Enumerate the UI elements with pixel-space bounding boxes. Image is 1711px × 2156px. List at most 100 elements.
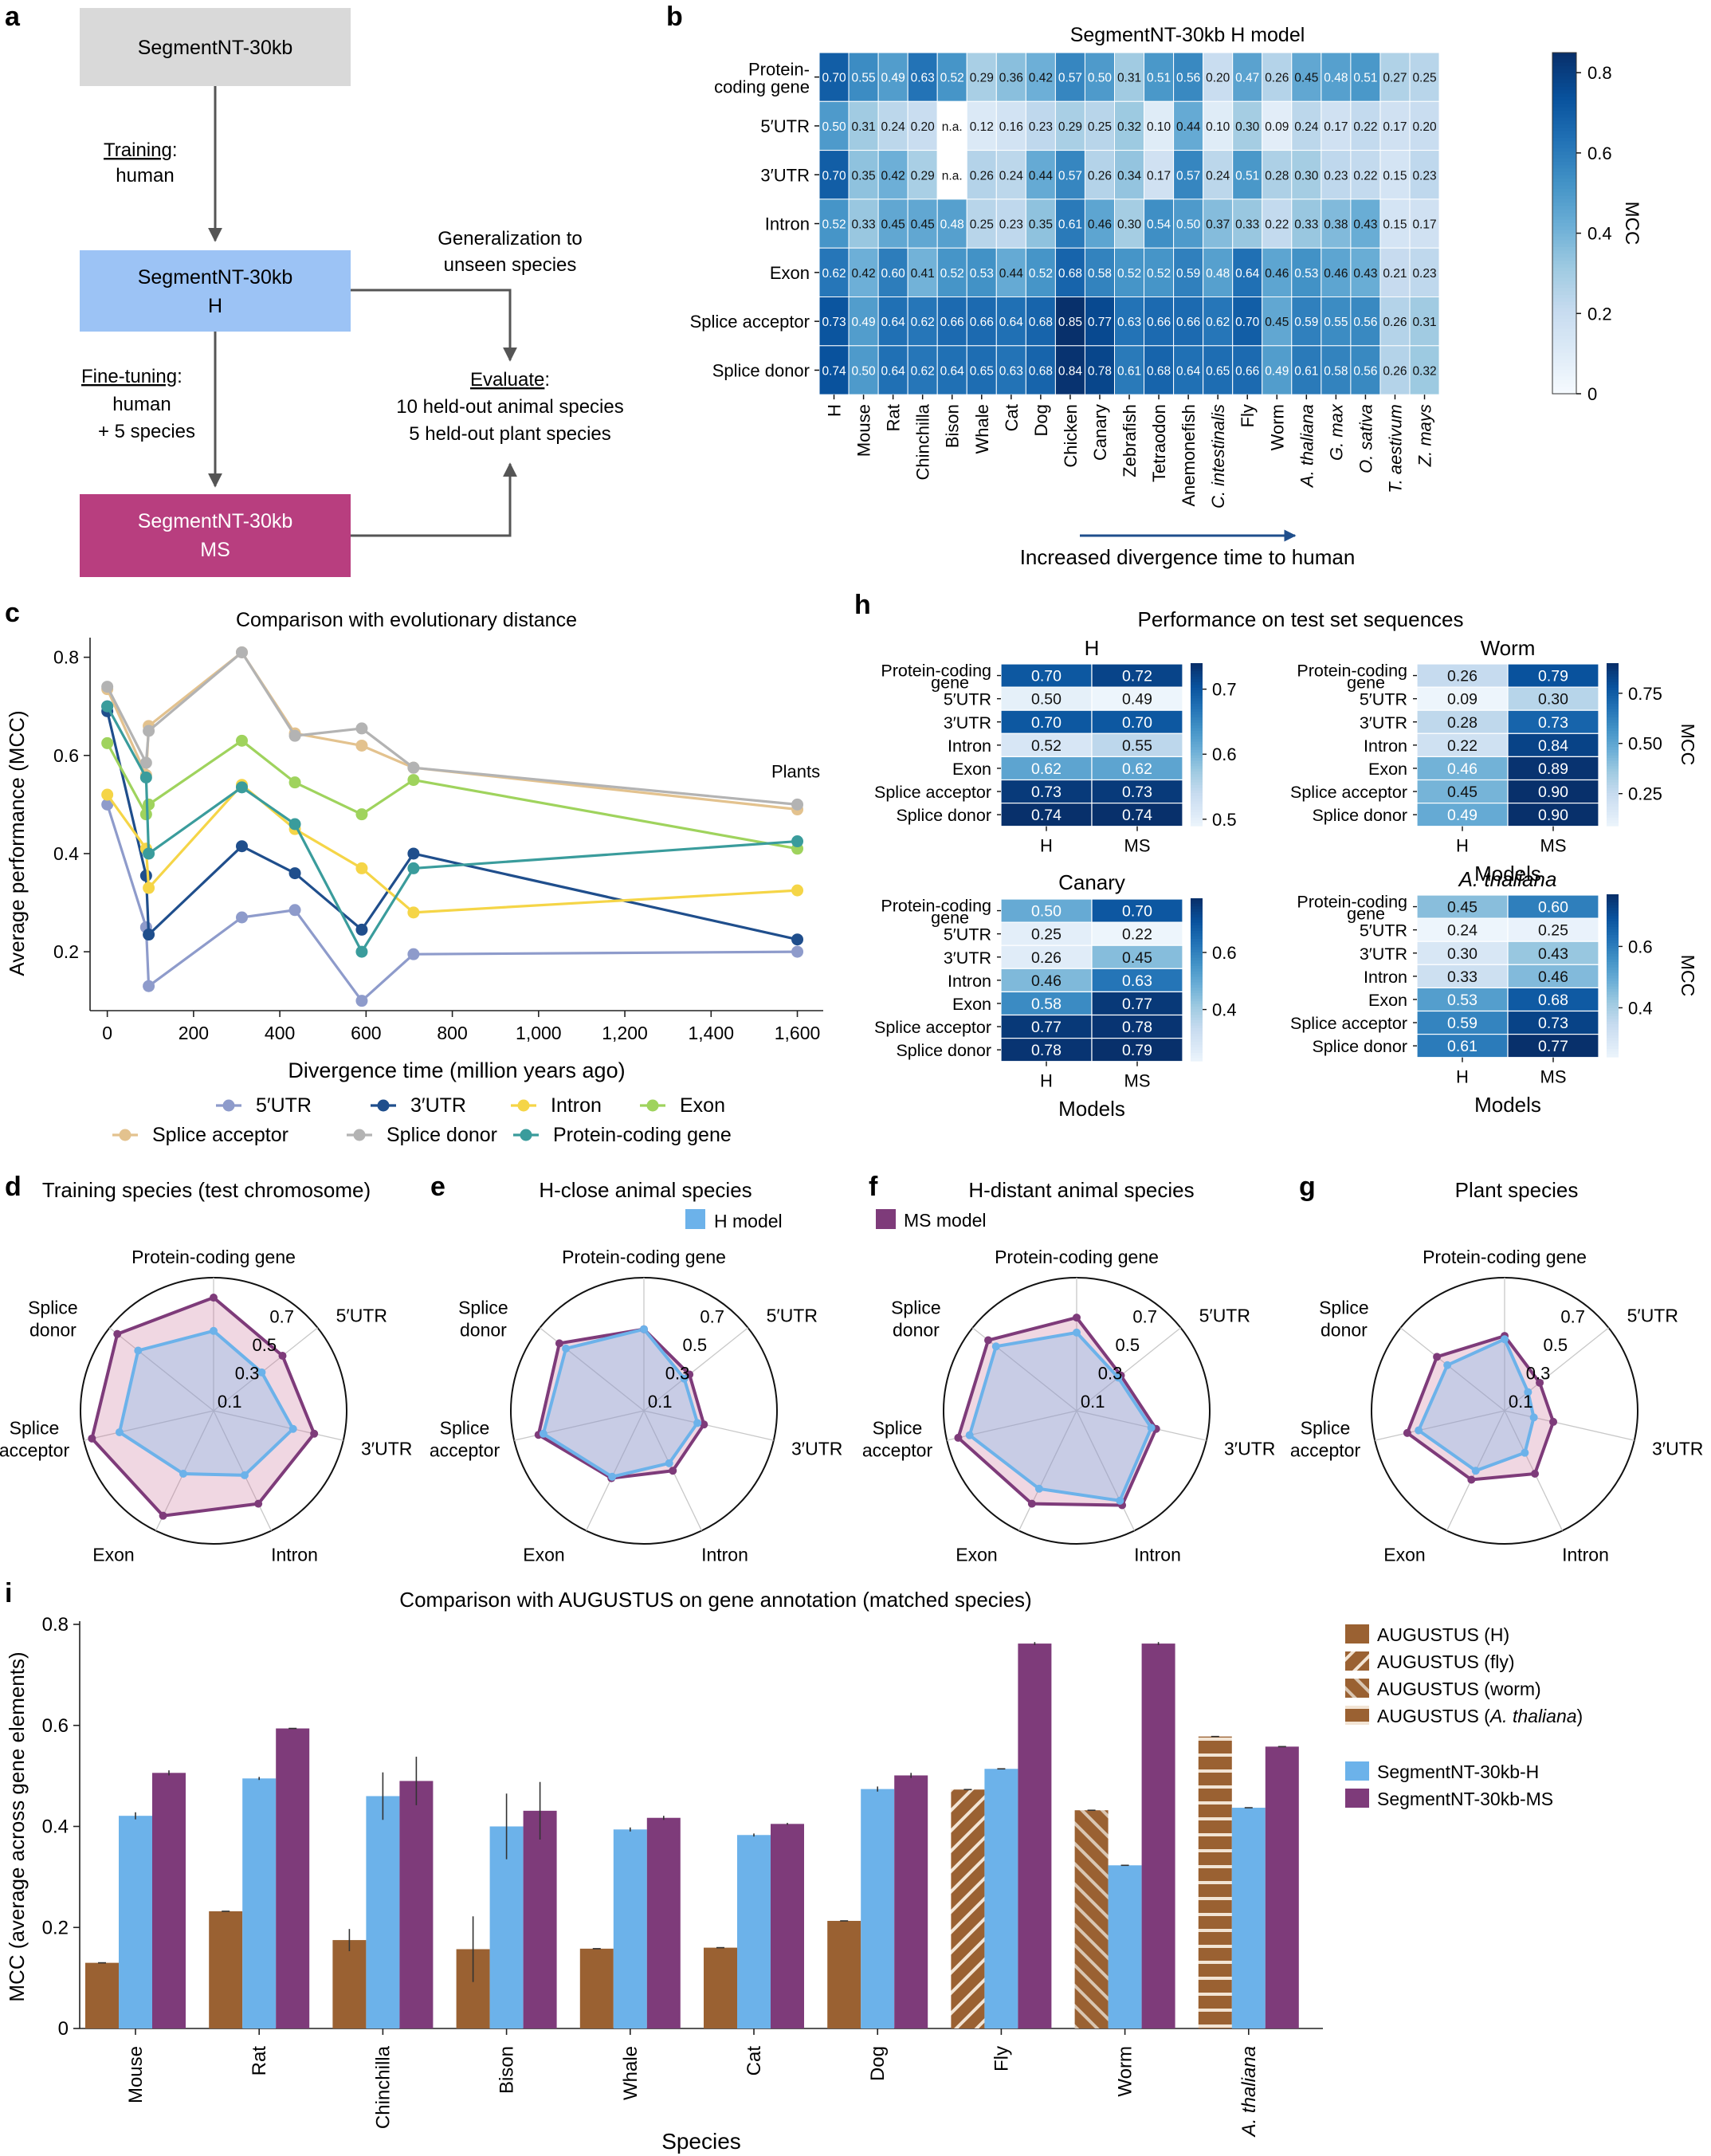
- colorbar-segment: [1552, 90, 1576, 94]
- radar-h-point: [210, 1326, 218, 1335]
- small-heatmap-xlabel: Models: [1474, 862, 1541, 886]
- small-heatmap-cell-value: 0.70: [1122, 903, 1152, 921]
- colorbar-segment: [1552, 56, 1576, 61]
- radar-spoke: [109, 1327, 214, 1412]
- radar-h-point: [1415, 1426, 1423, 1435]
- small-colorbar-segment: [1607, 910, 1619, 914]
- small-colorbar-segment: [1191, 749, 1203, 753]
- radar-h-point: [1116, 1496, 1124, 1505]
- bar-segmentnt-ms-rat: [276, 1728, 310, 2028]
- small-colorbar-segment: [1607, 758, 1619, 761]
- small-colorbar-segment: [1607, 926, 1619, 930]
- heatmap-cell-value: 0.60: [881, 267, 906, 281]
- small-heatmap-cell-value: 0.74: [1122, 807, 1152, 824]
- small-colorbar-segment: [1191, 795, 1203, 799]
- radar-ring-label: 0.1: [1509, 1392, 1533, 1412]
- small-heatmap-row-label: 3′UTR: [1360, 713, 1407, 732]
- radar-g: g Plant species 0.1 0.3 0.5 0.7 Protein-coding…: [1290, 1172, 1703, 1565]
- heatmap-col-label: Dog: [1031, 404, 1051, 436]
- radar-h-point: [1034, 1484, 1043, 1493]
- evaluate-value-2: 5 held-out plant species: [409, 423, 611, 445]
- radar-ms-point: [1433, 1353, 1442, 1361]
- data-point-splice-donor: [101, 681, 114, 693]
- radar-d: d Training species (test chromosome) 0.1 0.…: [0, 1172, 412, 1565]
- heatmap-cell-value: 0.20: [1206, 72, 1230, 85]
- radar-h-point: [1073, 1328, 1081, 1337]
- heatmap-cell-value: 0.73: [822, 316, 846, 329]
- radar-axis-label: Splice: [10, 1417, 60, 1438]
- small-colorbar-segment: [1607, 1048, 1619, 1052]
- small-heatmap-cell-value: 0.62: [1122, 760, 1152, 778]
- radar-spoke: [213, 1410, 343, 1441]
- heatmap-cell-value: 0.57: [1176, 169, 1200, 183]
- heatmap-cell-value: 0.46: [1324, 267, 1348, 281]
- data-point-3-utr: [288, 867, 301, 880]
- data-point-exon: [143, 798, 155, 811]
- data-point-splice-donor: [791, 798, 804, 811]
- heatmap-cell-value: 0.44: [1029, 169, 1054, 183]
- legend-marker-splice-acceptor: [119, 1129, 131, 1141]
- heatmap-cell-value: 0.64: [881, 316, 906, 329]
- small-heatmap-cell-value: 0.79: [1538, 668, 1568, 685]
- radar-axis-label: Splice: [1301, 1417, 1351, 1438]
- legend-label-augustus-fly: AUGUSTUS (fly): [1377, 1651, 1515, 1672]
- legend-label-augustus-h: AUGUSTUS (H): [1377, 1624, 1509, 1645]
- small-colorbar-segment: [1191, 709, 1203, 713]
- heatmap-row-label: coding gene: [714, 77, 810, 97]
- heatmap-cell-value: 0.66: [970, 316, 994, 329]
- heatmap-cell: [1025, 345, 1056, 395]
- heatmap-col-label: Whale: [972, 404, 992, 454]
- small-heatmap-cell-value: 0.70: [1031, 668, 1062, 685]
- line-chart-xlabel: Divergence time (million years ago): [288, 1058, 625, 1082]
- small-heatmap-cell-value: 0.52: [1031, 737, 1062, 755]
- radar-axis-label: acceptor: [0, 1439, 69, 1460]
- radar-ring-label: 0.7: [269, 1306, 294, 1326]
- line-chart-legend: 5′UTR 3′UTR Intron Exon Splice acceptor Splic…: [112, 1094, 732, 1146]
- radar-spoke: [585, 1410, 645, 1531]
- x-tick-label: Chinchilla: [372, 2045, 394, 2129]
- small-colorbar-segment: [1191, 996, 1203, 999]
- heatmap-cell-value: 0.17: [1412, 218, 1436, 232]
- radar-axis-label: Protein-coding gene: [995, 1247, 1159, 1267]
- small-colorbar-segment: [1191, 679, 1203, 683]
- bar-segmentnt-h-dog: [861, 1789, 895, 2028]
- radar-h-point: [1114, 1373, 1123, 1382]
- small-heatmap-row-label: 3′UTR: [1360, 944, 1407, 964]
- legend-label-augustus-worm: AUGUSTUS (worm): [1377, 1679, 1541, 1699]
- heatmap-cell-value: 0.32: [1412, 364, 1436, 378]
- small-colorbar-segment: [1607, 976, 1619, 979]
- radar-ring-label: 0.5: [683, 1335, 708, 1355]
- small-colorbar-segment: [1191, 677, 1203, 680]
- heatmap-cell-value: 0.17: [1324, 120, 1348, 134]
- radar-ms-area: [536, 1327, 706, 1480]
- small-heatmap-row-label: Splice acceptor: [874, 783, 991, 802]
- heatmap-cell-value: 0.41: [911, 267, 935, 281]
- heatmap-cell: [1173, 150, 1204, 200]
- heatmap-row-label: Protein-: [748, 60, 810, 80]
- heatmap-cell: [1350, 247, 1381, 298]
- small-heatmap-cell-value: 0.73: [1538, 714, 1568, 732]
- small-heatmap-cell: [1091, 944, 1183, 969]
- small-heatmap-cell-value: 0.68: [1538, 992, 1568, 1009]
- colorbar-segment: [1552, 80, 1576, 84]
- heatmap-cell-value: 0.26: [1265, 72, 1289, 85]
- small-colorbar-segment: [1191, 663, 1203, 666]
- heatmap-cell: [1409, 345, 1440, 395]
- small-colorbar-segment: [1191, 955, 1203, 959]
- radar-spoke: [84, 1410, 214, 1441]
- small-colorbar-segment: [1191, 728, 1203, 732]
- small-colorbar-segment: [1191, 744, 1203, 748]
- small-heatmap-cell-value: 0.46: [1447, 760, 1478, 778]
- data-point-protein-coding-gene: [235, 781, 248, 794]
- radar-h-point: [115, 1428, 124, 1436]
- heatmap-cell-value: 0.31: [1412, 316, 1436, 329]
- y-tick-label: 0.2: [42, 1917, 69, 1938]
- colorbar-segment: [1552, 128, 1576, 132]
- bar-segmentnt-ms-mouse: [152, 1773, 186, 2028]
- small-heatmap-col-label: MS: [1124, 836, 1151, 856]
- small-heatmap-col-label: H: [1456, 836, 1469, 856]
- colorbar-segment: [1552, 151, 1576, 155]
- heatmap-cell: [1291, 198, 1322, 249]
- heatmap-cell-value: 0.78: [1088, 364, 1112, 378]
- small-colorbar-segment: [1191, 1017, 1203, 1021]
